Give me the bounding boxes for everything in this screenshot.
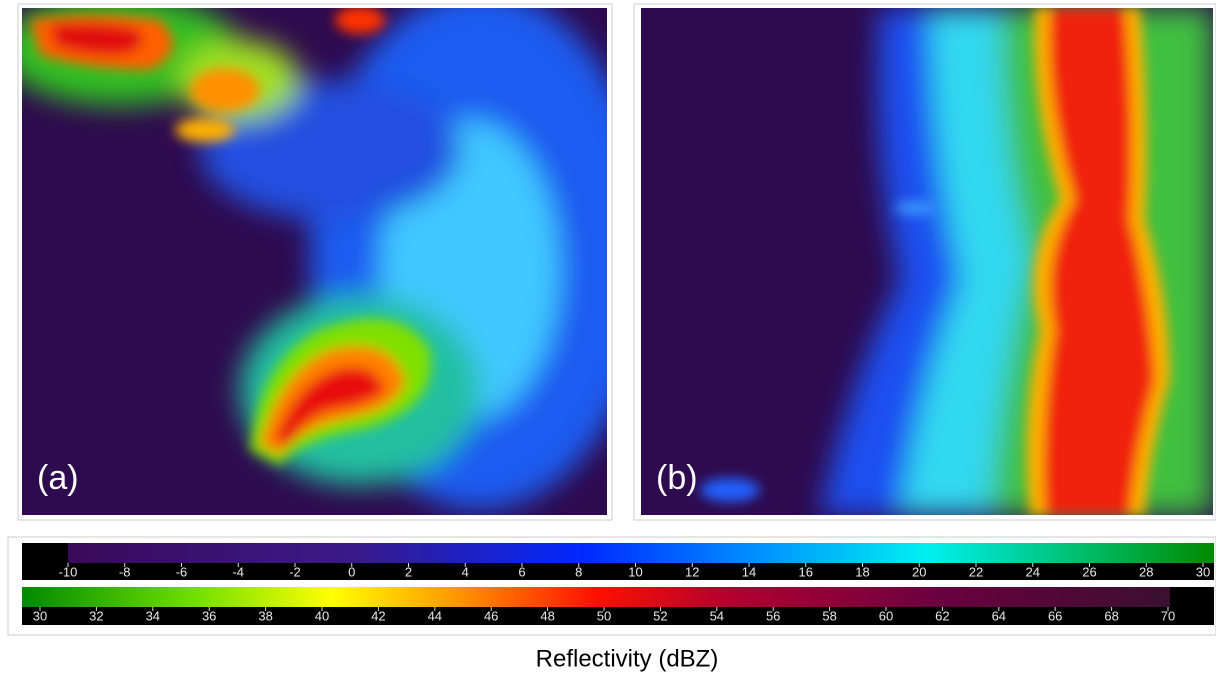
tick-label: 54 (710, 608, 724, 623)
panel-label: (b) (656, 459, 698, 497)
radar-image-b (641, 8, 1213, 515)
tick-label: 26 (1082, 564, 1096, 579)
tick-label: 0 (348, 564, 355, 579)
colorbar-gradient (22, 587, 1170, 607)
tick-label: 12 (685, 564, 699, 579)
tick-label: 30 (1196, 564, 1210, 579)
tick-label: 48 (540, 608, 554, 623)
tick-label: 66 (1048, 608, 1062, 623)
tick-label: 46 (484, 608, 498, 623)
tick-label: 58 (822, 608, 836, 623)
tick-label: 2 (405, 564, 412, 579)
tick-label: -10 (59, 564, 78, 579)
tick-label: 6 (518, 564, 525, 579)
tick-label: -2 (289, 564, 301, 579)
tick-label: 42 (371, 608, 385, 623)
tick-label: 68 (1104, 608, 1118, 623)
caption: Reflectivity (dBZ) (536, 645, 719, 672)
tick-label: 14 (742, 564, 756, 579)
tick-label: 40 (315, 608, 329, 623)
tick-label: 10 (628, 564, 642, 579)
tick-label: 62 (935, 608, 949, 623)
tick-label: 64 (992, 608, 1006, 623)
tick-label: -4 (232, 564, 244, 579)
tick-label: 30 (33, 608, 47, 623)
tick-label: 44 (428, 608, 442, 623)
tick-label: 24 (1026, 564, 1040, 579)
tick-label: 16 (799, 564, 813, 579)
tick-label: -6 (176, 564, 188, 579)
tick-label: 18 (855, 564, 869, 579)
panel-label: (a) (37, 459, 79, 497)
colorbar-gradient (68, 543, 1214, 563)
tick-label: 56 (766, 608, 780, 623)
tick-label: 38 (258, 608, 272, 623)
tick-label: 50 (597, 608, 611, 623)
tick-label: 34 (146, 608, 160, 623)
tick-label: 36 (202, 608, 216, 623)
radar-image-a (22, 8, 607, 515)
tick-label: 52 (653, 608, 667, 623)
tick-label: 70 (1161, 608, 1175, 623)
tick-label: 20 (912, 564, 926, 579)
tick-label: -8 (119, 564, 131, 579)
tick-label: 28 (1139, 564, 1153, 579)
tick-label: 4 (462, 564, 469, 579)
tick-label: 60 (879, 608, 893, 623)
tick-label: 32 (89, 608, 103, 623)
tick-label: 8 (575, 564, 582, 579)
tick-label: 22 (969, 564, 983, 579)
